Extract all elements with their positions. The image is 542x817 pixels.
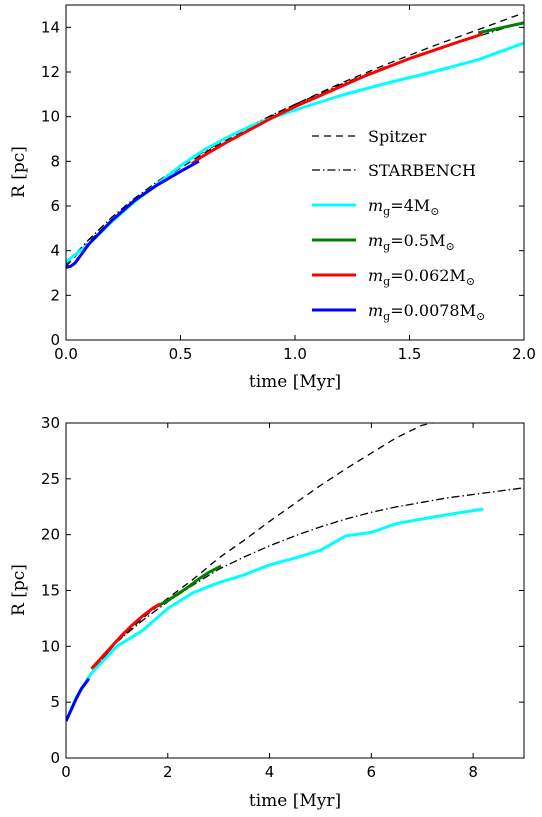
legend-m3-sub: g: [383, 275, 390, 288]
bot-series-line-3: [156, 564, 222, 608]
bottom-x-axis-label: time [Myr]: [249, 791, 341, 811]
legend-m1-sym: m: [368, 196, 383, 215]
legend-m3-star: ⊙: [466, 275, 475, 288]
bot-y-tick-label-0: 0: [50, 749, 60, 767]
legend-m4-sub: g: [383, 310, 390, 323]
top-series-group: [66, 12, 524, 269]
top-y-ticks: 0 2 4 6 8 10 12 14: [41, 18, 524, 349]
legend-label-spitzer: Spitzer: [368, 127, 427, 146]
bot-series-line-1: [66, 487, 524, 722]
bot-x-tick-label-4: 8: [468, 763, 478, 781]
top-y-tick-label-7: 14: [41, 18, 60, 36]
bot-series-line-0: [66, 423, 433, 722]
top-series-line-0: [66, 12, 524, 267]
top-x-ticks: 0.0 0.5 1.0 1.5 2.0: [54, 5, 536, 363]
legend-label-m2: mg=0.5M⊙: [368, 231, 455, 253]
bottom-y-axis-label: R [pc]: [9, 564, 29, 616]
top-legend: Spitzer STARBENCH mg=4M⊙ mg=0.5M⊙ mg=0.0…: [312, 127, 485, 323]
legend-m4-eq: =0.0078M: [390, 301, 476, 320]
bot-y-tick-label-1: 5: [50, 693, 60, 711]
legend-label-starbench: STARBENCH: [368, 161, 476, 180]
top-y-axis-label: R [pc]: [9, 146, 29, 198]
top-x-axis-label: time [Myr]: [249, 372, 341, 392]
top-y-tick-label-0: 0: [50, 331, 60, 349]
bot-x-tick-label-3: 6: [367, 763, 377, 781]
bot-x-tick-label-1: 2: [163, 763, 173, 781]
bot-x-tick-label-2: 4: [265, 763, 275, 781]
legend-m3-sym: m: [368, 266, 383, 285]
bottom-panel: 0 2 4 6 8 0 5 10 15 20 25 30 time [Myr] R [pc]: [9, 414, 525, 811]
top-y-tick-label-5: 10: [41, 108, 60, 126]
top-series-line-5: [66, 159, 200, 269]
legend-m4-sym: m: [368, 301, 383, 320]
bot-series-line-2: [66, 507, 484, 722]
legend-label-m3: mg=0.062M⊙: [368, 266, 475, 288]
bottom-y-ticks: 0 5 10 15 20 25 30: [41, 414, 524, 767]
top-y-tick-label-3: 6: [50, 197, 60, 215]
bot-series-line-5: [66, 677, 91, 722]
legend-m2-sym: m: [368, 231, 383, 250]
bot-x-tick-label-0: 0: [61, 763, 71, 781]
legend-m2-sub: g: [383, 240, 390, 253]
bottom-plot-frame: [65, 422, 525, 759]
bottom-series-group: [66, 423, 524, 722]
top-series-line-3: [477, 21, 524, 35]
bot-y-tick-label-5: 25: [41, 470, 60, 488]
legend-label-m4: mg=0.0078M⊙: [368, 301, 485, 323]
top-x-tick-label-3: 1.5: [398, 345, 422, 363]
legend-m3-eq: =0.062M: [390, 266, 466, 285]
legend-m4-star: ⊙: [476, 310, 485, 323]
legend-m1-star: ⊙: [430, 205, 439, 218]
legend-label-m1: mg=4M⊙: [368, 196, 439, 218]
bottom-x-ticks: 0 2 4 6 8: [61, 423, 478, 781]
legend-m1-eq: =4M: [390, 196, 430, 215]
top-x-tick-label-1: 0.5: [169, 345, 193, 363]
legend-m2-star: ⊙: [445, 240, 454, 253]
top-series-line-2: [66, 41, 524, 263]
bot-series-line-4: [90, 602, 161, 670]
legend-m2-eq: =0.5M: [390, 231, 445, 250]
top-y-tick-label-4: 8: [50, 152, 60, 170]
top-y-tick-label-6: 12: [41, 63, 60, 81]
bot-y-tick-label-4: 20: [41, 526, 60, 544]
top-y-tick-label-1: 2: [50, 286, 60, 304]
legend-m1-sub: g: [383, 205, 390, 218]
top-panel: 0.0 0.5 1.0 1.5 2.0 0 2 4 6 8 10 12 14 time [Myr] R…: [9, 4, 536, 392]
top-y-tick-label-2: 4: [50, 242, 60, 260]
top-x-tick-label-4: 2.0: [512, 345, 536, 363]
top-x-tick-label-0: 0.0: [54, 345, 78, 363]
bot-y-tick-label-3: 15: [41, 582, 60, 600]
bot-y-tick-label-2: 10: [41, 637, 60, 655]
top-series-line-1: [66, 21, 524, 265]
top-x-tick-label-2: 1.0: [283, 345, 307, 363]
top-series-line-4: [191, 32, 484, 165]
bot-y-tick-label-6: 30: [41, 414, 60, 432]
